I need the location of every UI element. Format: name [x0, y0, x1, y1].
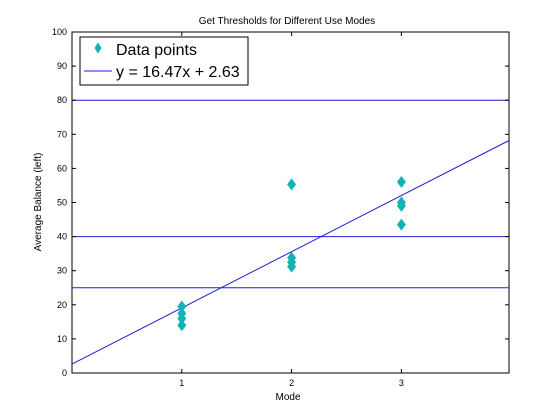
- fit-line: [71, 140, 510, 365]
- legend-diamond-icon: [94, 42, 102, 54]
- x-axis-ticks: 1 2 3: [179, 32, 404, 388]
- chart-title: Get Thresholds for Different Use Modes: [199, 16, 375, 27]
- fit-line-layer: [71, 140, 510, 365]
- data-point: [287, 260, 297, 273]
- legend-label-data-points: Data points: [116, 42, 197, 59]
- data-point: [177, 300, 187, 313]
- legend-label-fit: y = 16.47x + 2.63: [116, 64, 240, 81]
- x-tick-label: 1: [179, 378, 184, 388]
- y-tick-label: 80: [57, 95, 67, 105]
- x-tick-label: 3: [399, 378, 404, 388]
- data-point: [396, 176, 406, 189]
- data-point: [396, 199, 406, 212]
- y-axis-ticks: 0 10 20 30 40 50 60 70 80 90 100: [52, 27, 509, 378]
- data-point: [287, 178, 297, 191]
- data-point: [396, 218, 406, 231]
- y-tick-label: 90: [57, 61, 67, 71]
- threshold-lines: [72, 99, 509, 289]
- legend: Data points y = 16.47x + 2.63: [79, 36, 249, 86]
- x-axis-label: Mode: [275, 392, 300, 403]
- y-axis-label: Average Balance (left): [33, 153, 44, 252]
- data-point: [177, 312, 187, 325]
- y-tick-label: 0: [62, 368, 67, 378]
- y-tick-label: 60: [57, 163, 67, 173]
- y-tick-label: 70: [57, 129, 67, 139]
- y-tick-label: 30: [57, 266, 67, 276]
- plot-area: [71, 31, 510, 374]
- data-point: [177, 319, 187, 332]
- y-tick-label: 100: [52, 27, 67, 37]
- legend-box: [79, 36, 249, 86]
- x-tick-label: 2: [289, 378, 294, 388]
- data-points: [177, 176, 406, 332]
- y-tick-label: 10: [57, 334, 67, 344]
- y-tick-label: 40: [57, 232, 67, 242]
- y-tick-label: 50: [57, 198, 67, 208]
- y-tick-label: 20: [57, 300, 67, 310]
